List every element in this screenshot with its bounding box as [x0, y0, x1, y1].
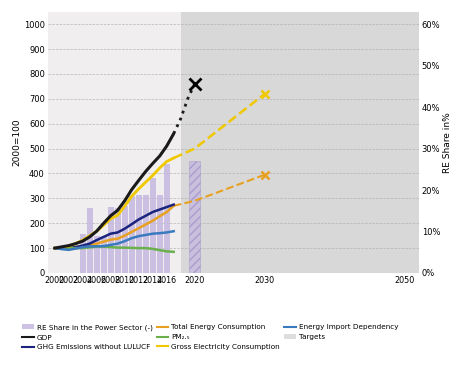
Y-axis label: 2000=100: 2000=100	[12, 119, 21, 166]
Bar	[129, 196, 135, 273]
Bar	[150, 179, 156, 273]
Bar	[143, 195, 149, 273]
Bar	[115, 208, 120, 273]
Bar	[94, 236, 99, 273]
Bar	[157, 195, 163, 273]
Bar	[164, 163, 169, 273]
Bar	[108, 207, 114, 273]
Y-axis label: RE Share in%: RE Share in%	[443, 112, 452, 173]
Bar	[100, 236, 107, 273]
Bar	[136, 195, 142, 273]
Legend: RE Share in the Power Sector (-), GDP, GHG Emissions without LULUCF, Total Energ: RE Share in the Power Sector (-), GDP, G…	[21, 324, 399, 351]
Bar	[189, 161, 200, 273]
Bar	[181, 12, 419, 273]
Bar	[87, 208, 93, 273]
Bar	[79, 234, 86, 273]
Bar	[122, 206, 128, 273]
